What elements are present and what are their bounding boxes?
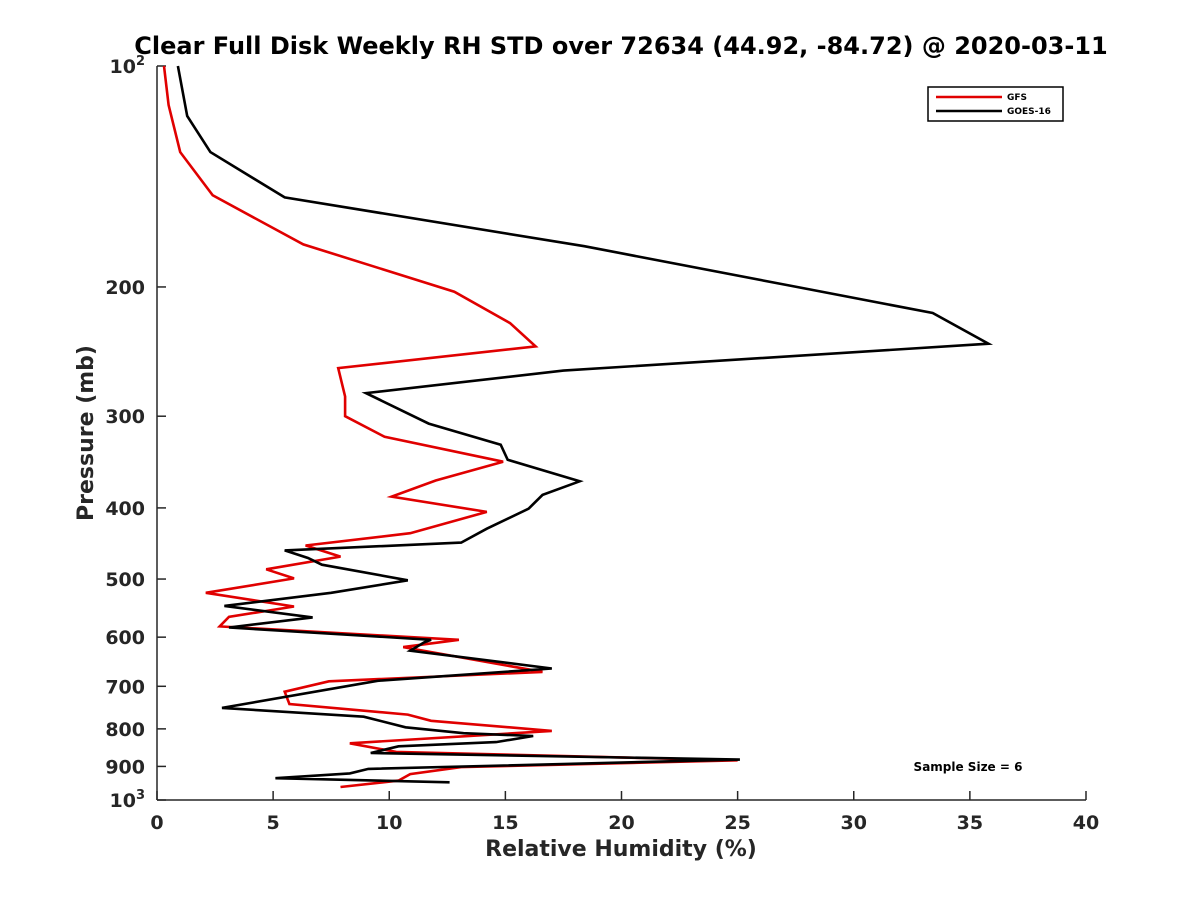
x-tick-label: 15 (492, 812, 518, 834)
legend-box (927, 86, 1064, 122)
series-layer (162, 65, 994, 789)
y-tick-label: 400 (105, 498, 145, 520)
x-tick-label: 25 (724, 812, 750, 834)
y-tick-label: 300 (105, 406, 145, 428)
y-axis-label: Pressure (mb) (74, 345, 99, 521)
legend: GFS GOES-16 (927, 86, 1064, 122)
x-tick-label: 10 (376, 812, 402, 834)
y-tick-label: 800 (105, 719, 145, 741)
x-tick-label: 40 (1073, 812, 1099, 834)
chart-title: Clear Full Disk Weekly RH STD over 72634… (134, 32, 1107, 60)
sample-size-annotation: Sample Size = 6 (914, 760, 1023, 774)
series-line-gfs (162, 65, 738, 789)
x-axis: 0 5 10 15 20 25 30 35 40 (150, 791, 1099, 834)
legend-label-gfs: GFS (1007, 93, 1027, 103)
y-tick-label: 103 (110, 788, 146, 812)
y-axis: 102 200 300 400 500 600 700 800 900 103 (105, 54, 166, 812)
x-tick-label: 0 (150, 812, 163, 834)
y-tick-label: 200 (105, 277, 145, 299)
y-tick-label: 900 (105, 756, 145, 778)
y-tick-label: 700 (105, 676, 145, 698)
legend-label-goes-16: GOES-16 (1007, 107, 1051, 117)
y-tick-label: 600 (105, 627, 145, 649)
y-tick-label: 102 (110, 54, 146, 78)
x-tick-label: 20 (608, 812, 634, 834)
y-tick-label: 500 (105, 569, 145, 591)
x-axis-label: Relative Humidity (%) (485, 837, 757, 862)
x-tick-label: 35 (957, 812, 983, 834)
x-tick-label: 30 (841, 812, 867, 834)
series-line-goes-16 (176, 65, 994, 784)
x-tick-label: 5 (267, 812, 280, 834)
